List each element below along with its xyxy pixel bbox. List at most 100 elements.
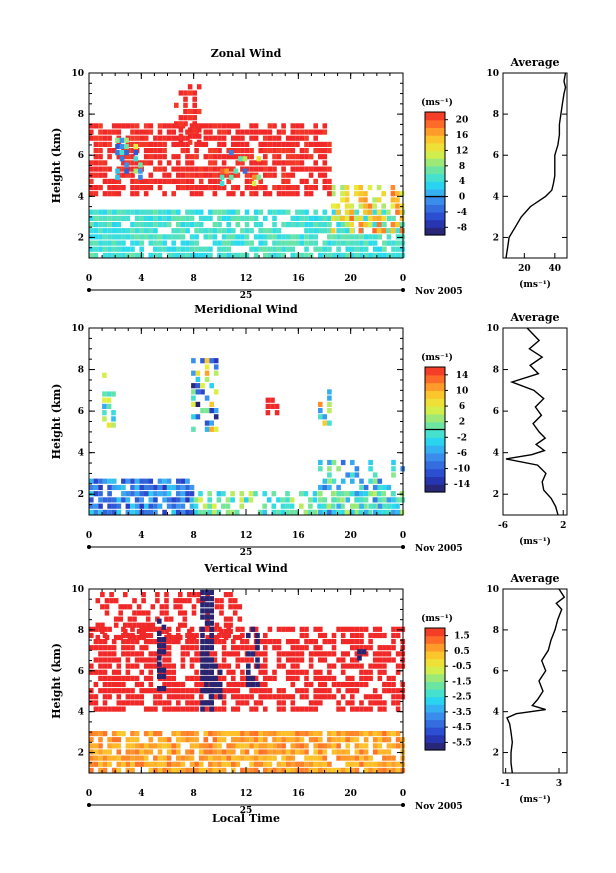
heatmap-cell [363,509,369,515]
heatmap-cell [139,141,144,147]
heatmap-cell [102,639,108,645]
heatmap-cell [182,598,188,604]
colorbar-band [425,689,445,698]
heatmap-cell [363,209,368,215]
heatmap-cell [345,252,350,258]
colorbar-band [425,390,445,399]
heatmap-cell [350,694,355,700]
heatmap-cell [318,675,323,681]
heatmap-cell [100,604,105,610]
heatmap-cell [349,203,354,209]
heatmap-cell [331,651,337,657]
heatmap-cell [223,592,229,598]
heatmap-cell [161,673,167,679]
heatmap-cell [102,497,108,503]
heatmap-cell [372,222,378,228]
heatmap-cell [221,639,227,645]
heatmap-cell [200,383,205,389]
heatmap-cell [290,675,296,681]
heatmap-cell [143,222,149,228]
heatmap-cell [276,651,282,657]
heatmap-cell [116,509,122,515]
heatmap-cell [189,761,195,767]
heatmap-cell [157,761,163,767]
heatmap-cell [118,610,123,616]
heatmap-cell [233,168,239,174]
heatmap-cell [221,749,227,755]
heatmap-cell [134,252,140,258]
heatmap-cell [272,731,277,737]
heatmap-cell [157,234,163,240]
heatmap-cell [350,632,355,639]
heatmap-cell [134,135,140,141]
heatmap-cell [290,706,296,712]
heatmap-cell [340,639,346,645]
heatmap-cell [116,700,122,706]
heatmap-cell [281,240,286,246]
heatmap-cell [198,178,204,184]
heatmap-cell [354,743,360,749]
heatmap-cell [89,478,94,484]
heatmap-cell [290,240,296,246]
heatmap-cell [372,478,378,484]
heatmap-cell [191,610,197,616]
heatmap-cell [308,228,314,234]
panel-title: Zonal Wind [211,47,282,60]
heatmap-cell [377,632,383,639]
heatmap-cell [148,141,154,147]
heatmap-cell [221,491,226,497]
heatmap-cell [121,240,126,246]
heatmap-cell [240,626,245,632]
heatmap-cell [267,743,273,749]
heatmap-cell [204,639,210,645]
heatmap-cell [185,228,190,234]
heatmap-cell [244,737,250,743]
heatmap-cell [304,154,309,160]
heatmap-cell [276,731,282,737]
heatmap-cell [125,749,131,755]
heatmap-cell [200,688,205,694]
heatmap-cell [185,178,190,184]
colorbar-band [425,727,445,736]
heatmap-cell [166,761,172,767]
heatmap-cell [194,681,199,688]
heatmap-cell [272,215,277,221]
heatmap-cell [240,743,245,749]
heatmap-cell [376,185,382,191]
heatmap-cell [204,614,210,620]
heatmap-cell [340,228,346,234]
heatmap-cell [89,731,94,737]
heatmap-cell [130,651,135,657]
heatmap-cell [322,172,328,178]
heatmap-cell [133,150,139,156]
panel-title: Vertical Wind [203,562,288,575]
heatmap-cell [171,215,176,221]
heatmap-cell [386,252,392,258]
heatmap-cell [194,222,199,228]
heatmap-cell [313,688,318,694]
heatmap-cell [322,185,328,191]
heatmap-cell [382,651,387,657]
heatmap-cell [217,148,222,154]
heatmap-cell [359,252,364,258]
heatmap-cell [132,610,137,616]
heatmap-cell [299,215,305,221]
heatmap-cell [209,383,214,389]
heatmap-cell [335,497,341,503]
heatmap-cell [363,191,368,197]
y-tick-label: 8 [78,626,84,636]
heatmap-cell [308,497,313,503]
heatmap-cell [263,632,268,639]
heatmap-cell [322,154,328,160]
heatmap-cell [386,743,392,749]
heatmap-cell [148,172,154,178]
heatmap-cell [304,632,309,639]
heatmap-cell [116,191,122,197]
heatmap-cell [368,252,373,258]
heatmap-cell [134,178,140,184]
heatmap-cell [212,160,218,166]
heatmap-cell [130,645,135,651]
heatmap-cell [285,669,291,675]
